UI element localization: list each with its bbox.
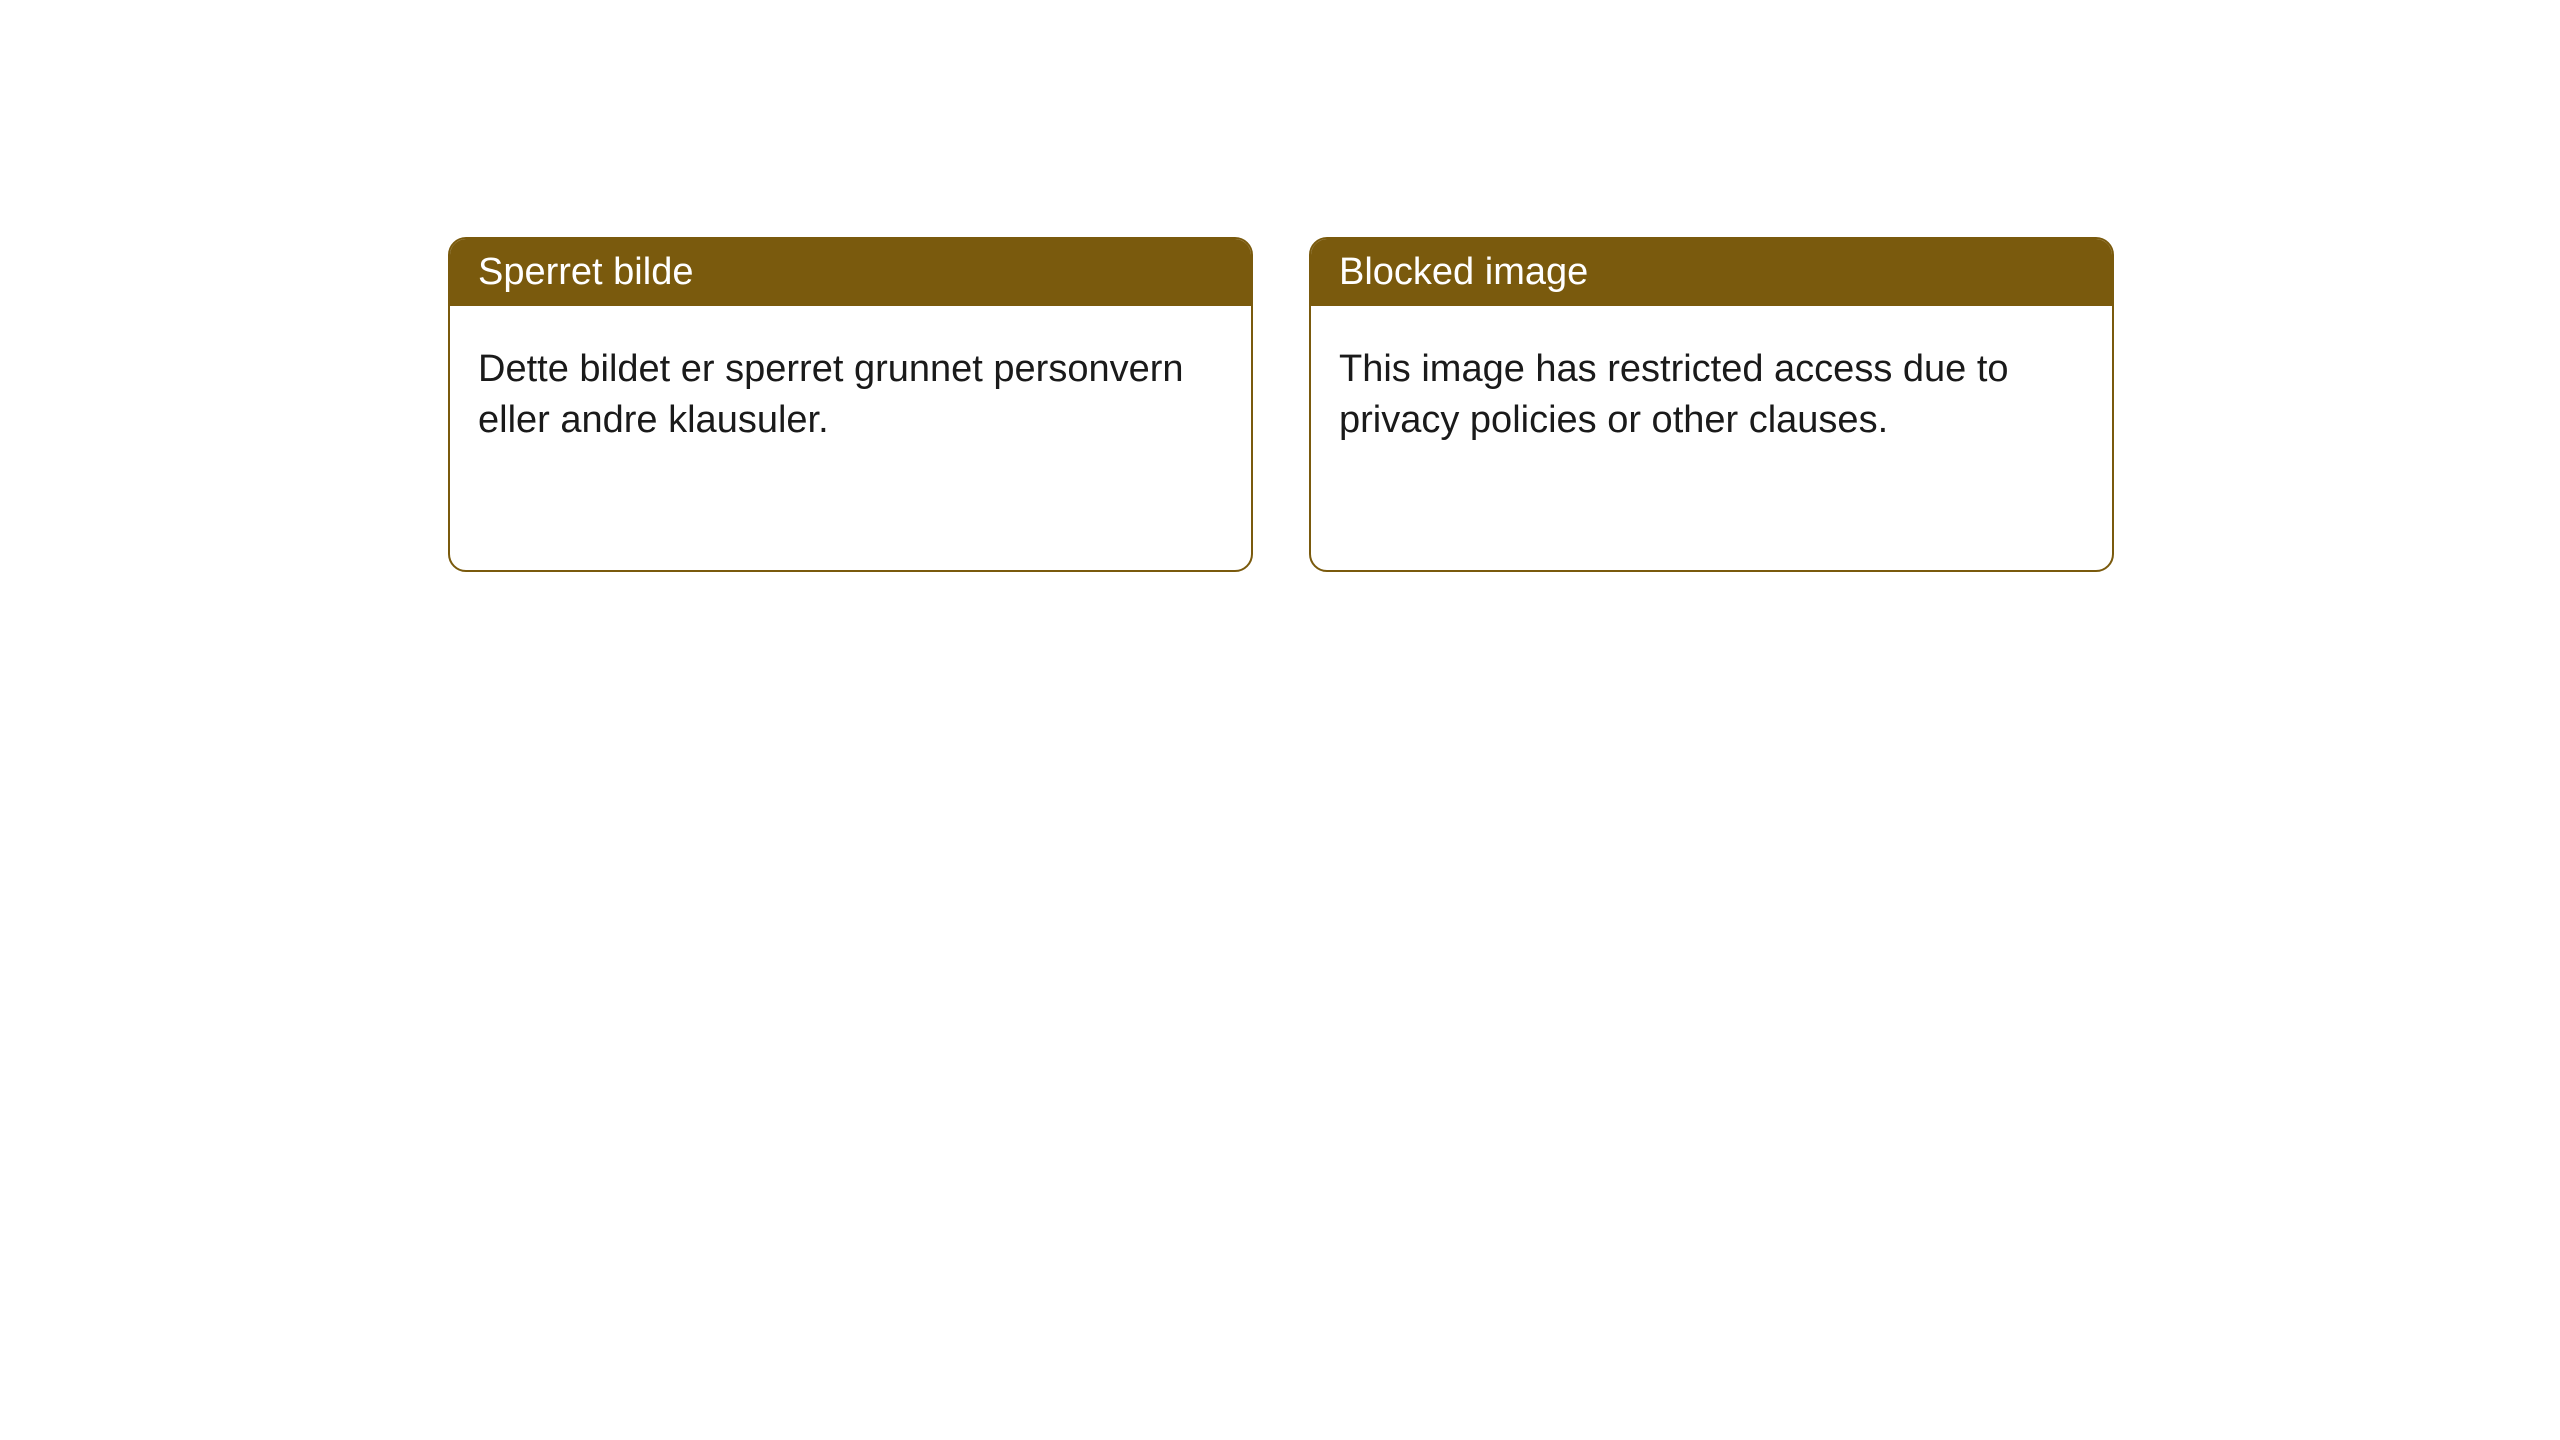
notice-header-norwegian: Sperret bilde	[450, 239, 1251, 306]
notice-body-english: This image has restricted access due to …	[1311, 306, 2112, 485]
notice-title: Sperret bilde	[478, 251, 693, 293]
notice-header-english: Blocked image	[1311, 239, 2112, 306]
notice-card-norwegian: Sperret bilde Dette bildet er sperret gr…	[448, 237, 1253, 572]
notice-container: Sperret bilde Dette bildet er sperret gr…	[0, 0, 2560, 572]
notice-text: Dette bildet er sperret grunnet personve…	[478, 348, 1184, 441]
notice-title: Blocked image	[1339, 251, 1588, 293]
notice-card-english: Blocked image This image has restricted …	[1309, 237, 2114, 572]
notice-body-norwegian: Dette bildet er sperret grunnet personve…	[450, 306, 1251, 485]
notice-text: This image has restricted access due to …	[1339, 348, 2009, 441]
